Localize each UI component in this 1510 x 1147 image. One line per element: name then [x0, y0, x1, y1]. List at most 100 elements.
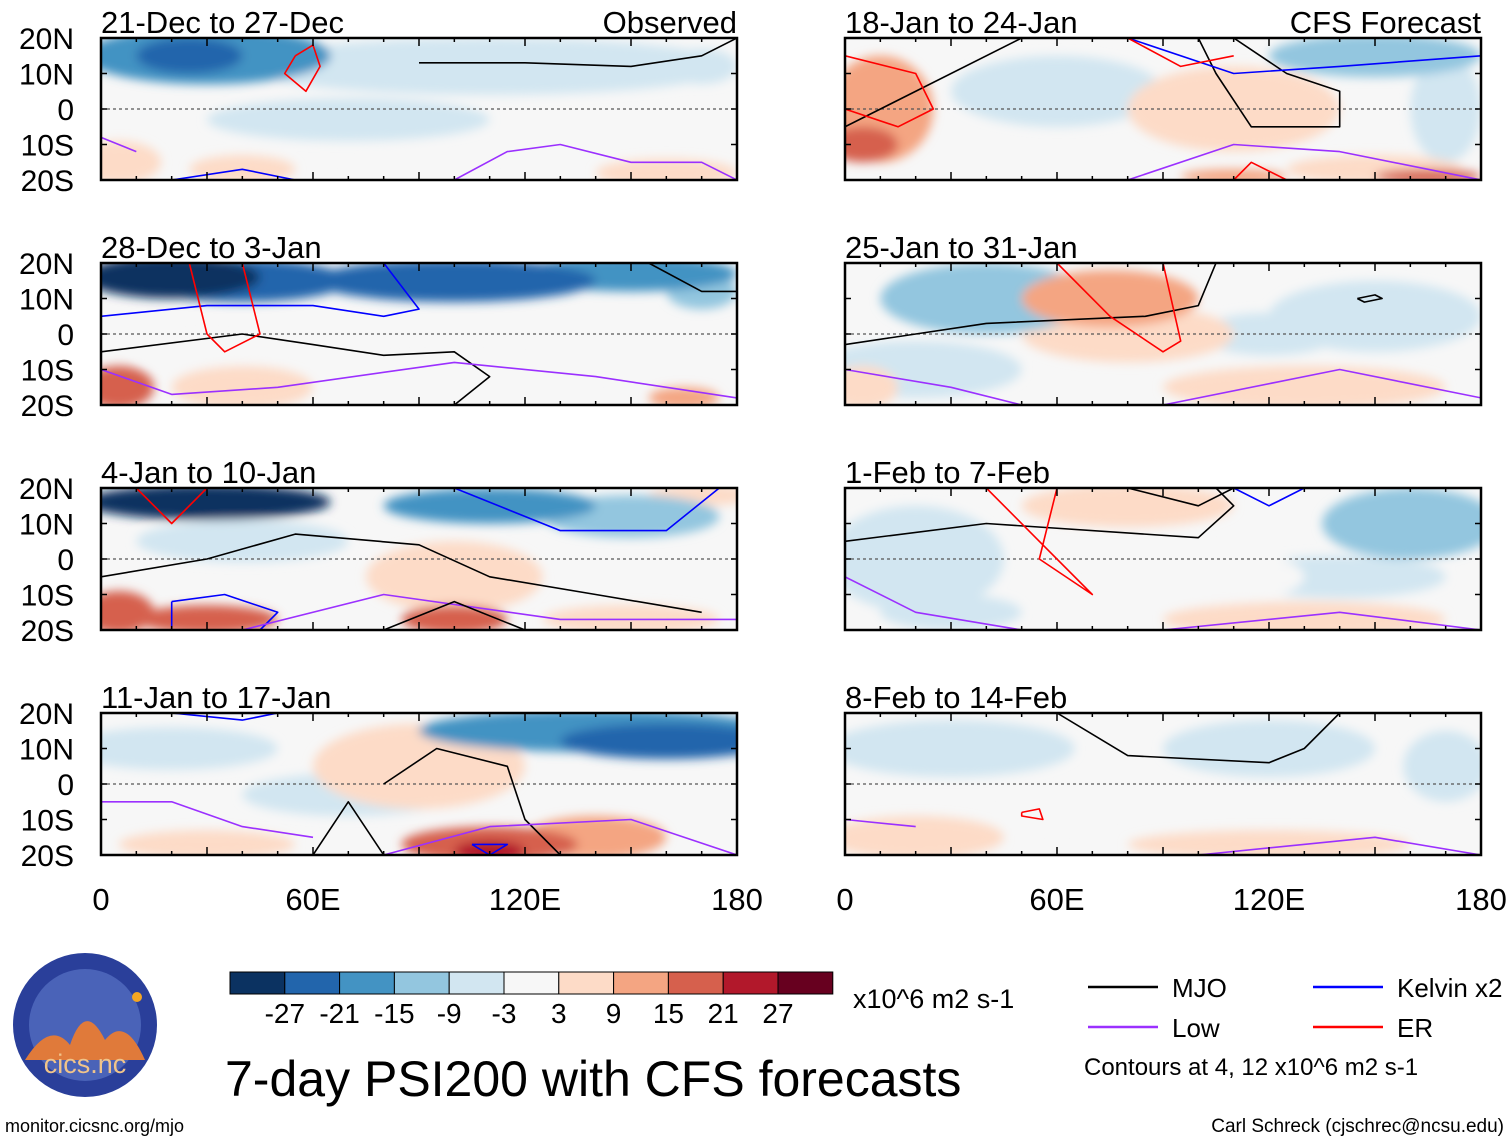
- anomaly-cell: [1021, 270, 1199, 327]
- lat-tick-label: 20N: [19, 23, 74, 56]
- mjo-contour: [101, 533, 702, 614]
- mjo-contour: [1197, 38, 1341, 128]
- colorbar-tick-label: 15: [653, 998, 684, 1029]
- panel-title: 25-Jan to 31-Jan: [845, 230, 1078, 265]
- lon-tick-label: 0: [836, 882, 853, 917]
- colorbar-tick-label: 21: [708, 998, 739, 1029]
- legend-item: MJO: [1088, 973, 1227, 1003]
- mjo-contour: [383, 600, 526, 630]
- anomaly-cell: [313, 358, 596, 395]
- svg-text:cics.nc: cics.nc: [44, 1049, 127, 1079]
- low-contour: [1127, 143, 1481, 180]
- lon-tick-label: 60E: [285, 882, 340, 917]
- kelvin-contour: [101, 263, 420, 318]
- author-credit: Carl Schreck (cjschrec@ncsu.edu): [1211, 1116, 1504, 1137]
- colorbar-swatch: [503, 971, 560, 995]
- colorbar-tick-label: 3: [551, 998, 567, 1029]
- legend-label: MJO: [1172, 973, 1227, 1003]
- anomaly-cell: [1163, 601, 1446, 630]
- kelvin-contour: [471, 843, 509, 855]
- low-contour: [101, 136, 137, 153]
- anomaly-cell: [1021, 488, 1234, 528]
- colorbar-swatch: [667, 971, 724, 995]
- panel-title: 11-Jan to 17-Jan: [101, 680, 331, 715]
- website-url[interactable]: monitor.cicsnc.org/mjo: [5, 1116, 184, 1136]
- legend-note: Contours at 4, 12 x10^6 m2 s-1: [1084, 1054, 1418, 1081]
- anomaly-cell: [136, 337, 278, 366]
- mjo-contour: [1356, 294, 1383, 303]
- er-contour: [985, 488, 1094, 596]
- mjo-contour: [845, 263, 1217, 346]
- colorbar-units: x10^6 m2 s-1: [853, 984, 1014, 1014]
- anomaly-cell: [1004, 798, 1110, 827]
- low-contour: [101, 801, 314, 839]
- colorbar-tick-label: 27: [762, 998, 793, 1029]
- mjo-contour: [383, 747, 561, 855]
- panel-title: 28-Dec to 3-Jan: [101, 230, 322, 265]
- er-contour: [1127, 38, 1234, 68]
- anomaly-cell: [136, 519, 349, 563]
- anomaly-cell: [845, 720, 1075, 777]
- lat-tick-label: 0: [57, 544, 74, 577]
- lat-tick-label: 10N: [19, 509, 74, 542]
- legend-label: Kelvin x2: [1397, 973, 1503, 1003]
- column-label: Observed: [603, 5, 737, 40]
- anomaly-cell: [313, 263, 596, 303]
- legend-label: Low: [1172, 1013, 1220, 1043]
- legend-label: ER: [1397, 1013, 1433, 1043]
- low-contour: [242, 593, 737, 630]
- anomaly-cell: [1127, 830, 1411, 855]
- anomaly-cell: [560, 723, 737, 760]
- lat-tick-label: 20S: [21, 165, 74, 198]
- mjo-contour: [419, 38, 737, 68]
- lon-tick-label: 120E: [489, 882, 561, 917]
- low-contour: [845, 818, 916, 828]
- map-panel: 18-Jan to 24-Jan CFS Forecast: [843, 5, 1483, 182]
- panel-title: 18-Jan to 24-Jan: [845, 5, 1078, 40]
- anomaly-cell: [1322, 488, 1481, 559]
- mjo-contour: [312, 801, 385, 855]
- lat-tick-label: 10N: [19, 59, 74, 92]
- anomaly-cell: [401, 605, 508, 630]
- anomaly-cell: [666, 48, 737, 85]
- mjo-contour: [845, 488, 1235, 543]
- anomaly-cell: [1375, 169, 1481, 180]
- lat-tick-label: 20S: [21, 840, 74, 873]
- anomaly-cell: [101, 140, 162, 180]
- column-label: CFS Forecast: [1290, 5, 1482, 40]
- anomaly-cell: [101, 263, 260, 299]
- colorbar-swatch: [777, 971, 834, 995]
- lon-tick-label: 180: [711, 882, 763, 917]
- anomaly-cell: [348, 158, 490, 180]
- anomaly-cell: [648, 387, 720, 405]
- colorbar-swatch: [284, 971, 341, 995]
- colorbar-tick-label: -21: [319, 998, 359, 1029]
- anomaly-cell: [207, 98, 490, 141]
- anomaly-cell: [880, 263, 1093, 334]
- lat-tick-label: 10S: [21, 130, 74, 163]
- anomaly-cell: [845, 815, 1004, 855]
- kelvin-contour: [1233, 488, 1305, 507]
- lat-tick-label: 10N: [19, 734, 74, 767]
- map-panel: 25-Jan to 31-Jan: [843, 230, 1483, 407]
- colorbar-swatch: [339, 971, 395, 995]
- anomaly-cell: [171, 365, 313, 405]
- kelvin-contour: [171, 713, 278, 721]
- low-contour: [845, 576, 1022, 630]
- lat-tick-label: 20N: [19, 473, 74, 506]
- low-contour: [845, 368, 1022, 405]
- colorbar-swatch: [448, 971, 505, 995]
- anomaly-cell: [1180, 169, 1287, 180]
- colorbar-swatch: [393, 971, 450, 995]
- map-panels: 21-Dec to 27-Dec Observed20N10N010S20S28-…: [19, 5, 1507, 917]
- er-contour: [188, 263, 261, 353]
- anomaly-cell: [136, 38, 243, 74]
- er-contour: [135, 488, 208, 525]
- colorbar-swatch: [722, 971, 779, 995]
- low-contour: [383, 818, 737, 855]
- anomaly-cell: [845, 126, 898, 163]
- anomaly-cell: [845, 341, 1022, 398]
- er-contour: [1056, 263, 1182, 353]
